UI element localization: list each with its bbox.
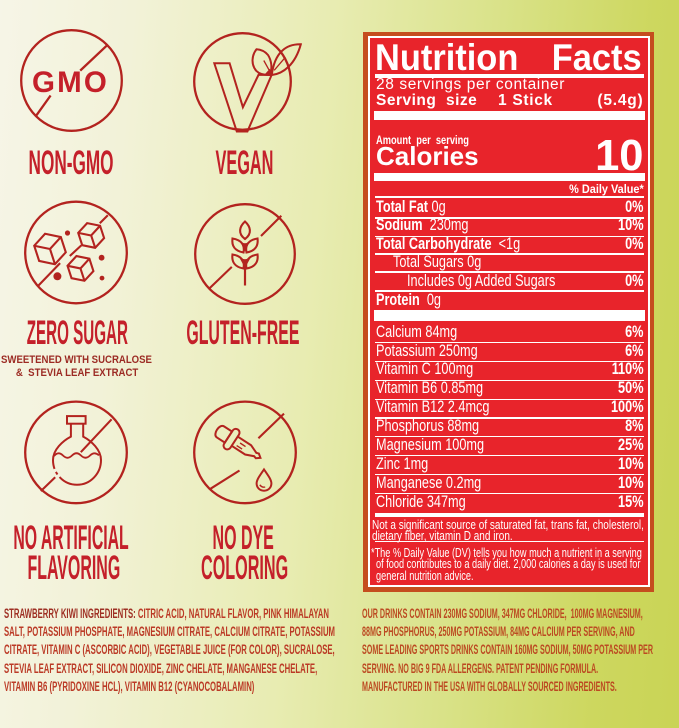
svg-text:GMO: GMO xyxy=(32,66,109,99)
